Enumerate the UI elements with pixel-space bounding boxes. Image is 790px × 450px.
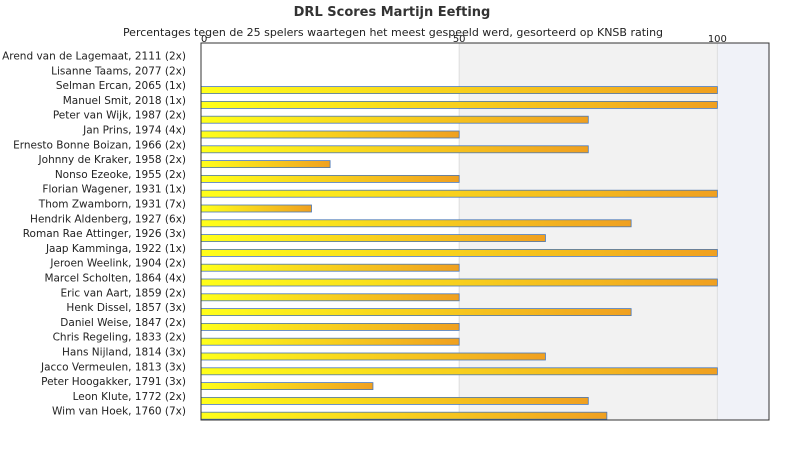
category-label: Selman Ercan, 2065 (1x) [56,80,186,92]
category-label: Johnny de Kraker, 1958 (2x) [38,154,186,166]
bar [200,367,718,376]
bar [200,219,632,228]
bar [200,204,312,213]
category-labels: Arend van de Lagemaat, 2111 (2x) Lisanne … [2,51,186,418]
bar [200,160,331,169]
plot-band-100-110 [717,43,769,420]
plot-band-50-100 [459,43,718,420]
bar [200,322,460,331]
category-label: Jan Prins, 1974 (4x) [82,125,186,137]
category-label: Eric van Aart, 1859 (2x) [61,287,187,299]
category-label: Jeroen Weelink, 1904 (2x) [49,258,186,270]
bar [200,382,374,391]
bar [200,293,460,302]
bar [200,86,718,94]
category-label: Ernesto Bonne Boizan, 1966 (2x) [13,139,186,151]
bar [200,411,608,420]
x-tick-label-100: 100 [708,34,727,45]
category-label: Leon Klute, 1772 (2x) [73,391,186,403]
category-label: Henk Dissel, 1857 (3x) [66,302,186,314]
category-label: Daniel Weise, 1847 (2x) [60,317,186,329]
category-label: Nonso Ezeoke, 1955 (2x) [55,169,186,181]
category-label: Marcel Scholten, 1864 (4x) [44,273,186,285]
chart-title: DRL Scores Martijn Eefting [294,5,491,20]
bar [200,145,589,154]
category-label: Jaap Kamminga, 1922 (1x) [45,243,186,255]
category-label: Hans Nijland, 1814 (3x) [62,347,186,359]
x-tick-labels: 0 50 100 [201,34,727,45]
category-label: Peter van Wijk, 1987 (2x) [53,110,186,122]
plot-background [201,43,769,420]
bar [200,263,460,272]
bar [200,174,460,183]
bar [200,234,546,243]
bar [200,130,460,139]
chart-subtitle: Percentages tegen de 25 spelers waartege… [123,26,663,39]
category-label: Manuel Smit, 2018 (1x) [63,95,186,107]
bar [200,115,589,124]
bar [200,248,718,257]
plot-frame [200,42,770,421]
bar [200,101,718,109]
category-label: Hendrik Aldenberg, 1927 (6x) [30,213,186,225]
category-label: Wim van Hoek, 1760 (7x) [52,406,186,418]
x-tick-label-0: 0 [201,34,207,45]
bar [200,189,718,198]
bar [200,352,546,361]
bar [200,308,632,317]
bar [200,278,718,287]
category-label: Thom Zwamborn, 1931 (7x) [38,199,186,211]
plot-band-0-50 [201,43,460,420]
x-tick-label-50: 50 [453,34,466,45]
category-label: Peter Hoogakker, 1791 (3x) [41,376,186,388]
category-label: Roman Rae Attinger, 1926 (3x) [23,228,186,240]
category-label: Arend van de Lagemaat, 2111 (2x) [2,51,186,63]
bar [200,396,589,405]
category-label: Lisanne Taams, 2077 (2x) [51,65,186,77]
category-label: Florian Wagener, 1931 (1x) [42,184,186,196]
category-label: Jacco Vermeulen, 1813 (3x) [40,361,186,373]
category-label: Chris Regeling, 1833 (2x) [53,332,186,344]
bar [200,337,460,346]
